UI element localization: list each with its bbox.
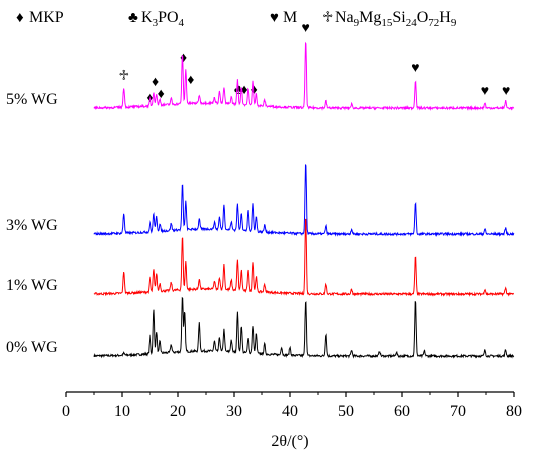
x-tick-label: 0 <box>62 403 70 420</box>
peak-marker: ♦ <box>180 51 187 66</box>
legend-label: MKP <box>29 9 64 26</box>
legend-symbol: ♱ <box>322 10 333 26</box>
series-1wg <box>93 218 514 297</box>
series-0wg <box>93 296 515 359</box>
x-tick-label: 50 <box>338 403 354 420</box>
x-tick-label: 70 <box>450 403 466 420</box>
legend-symbol: ♦ <box>16 10 24 26</box>
x-tick-label: 20 <box>170 403 186 420</box>
legend-label: Na9Mg15Si24O72H9 <box>335 9 457 29</box>
series-label: 0% WG <box>6 339 58 356</box>
series-5wg <box>93 41 515 111</box>
series-label: 5% WG <box>6 91 58 108</box>
peak-marker: ♦ <box>187 73 194 88</box>
series-label: 1% WG <box>6 277 58 294</box>
legend-label: K3PO4 <box>141 9 185 29</box>
series-labels: 0% WG 1% WG 3% WG 5% WG <box>6 91 58 356</box>
x-tick-label: 80 <box>506 403 522 420</box>
x-tick-label: 60 <box>394 403 410 420</box>
peak-annotations: ♱♦♦♦♦♦♣♦ ♦♥♥♥ ♥ <box>118 21 510 106</box>
x-ticks: 0 10 20 30 40 50 60 70 80 <box>62 392 522 420</box>
peak-marker: ♦ <box>241 83 248 98</box>
peak-marker: ♥ <box>502 84 510 99</box>
legend-symbol: ♥ <box>270 10 279 26</box>
x-axis: 0 10 20 30 40 50 60 70 80 2θ/(°) <box>62 391 522 450</box>
x-axis-label: 2θ/(°) <box>271 433 308 450</box>
series-label: 3% WG <box>6 217 58 234</box>
x-tick-label: 10 <box>114 403 130 420</box>
legend-label: M <box>283 9 297 26</box>
peak-marker: ♦ <box>152 75 159 90</box>
x-tick-label: 30 <box>226 403 242 420</box>
peak-marker: ♥ <box>481 84 489 99</box>
peak-marker: ♥ <box>411 61 419 76</box>
series-group <box>93 41 515 359</box>
peak-marker: ♦ <box>158 87 165 102</box>
x-tick-label: 40 <box>282 403 298 420</box>
peak-marker: ♥ <box>302 21 310 36</box>
series-3wg <box>93 164 515 238</box>
legend-symbol: ♣ <box>128 10 138 26</box>
legend: ♦ MKP ♣ K3PO4 ♥ M ♱ Na9Mg15Si24O72H9 <box>16 9 457 29</box>
peak-marker: ♱ <box>118 69 129 84</box>
